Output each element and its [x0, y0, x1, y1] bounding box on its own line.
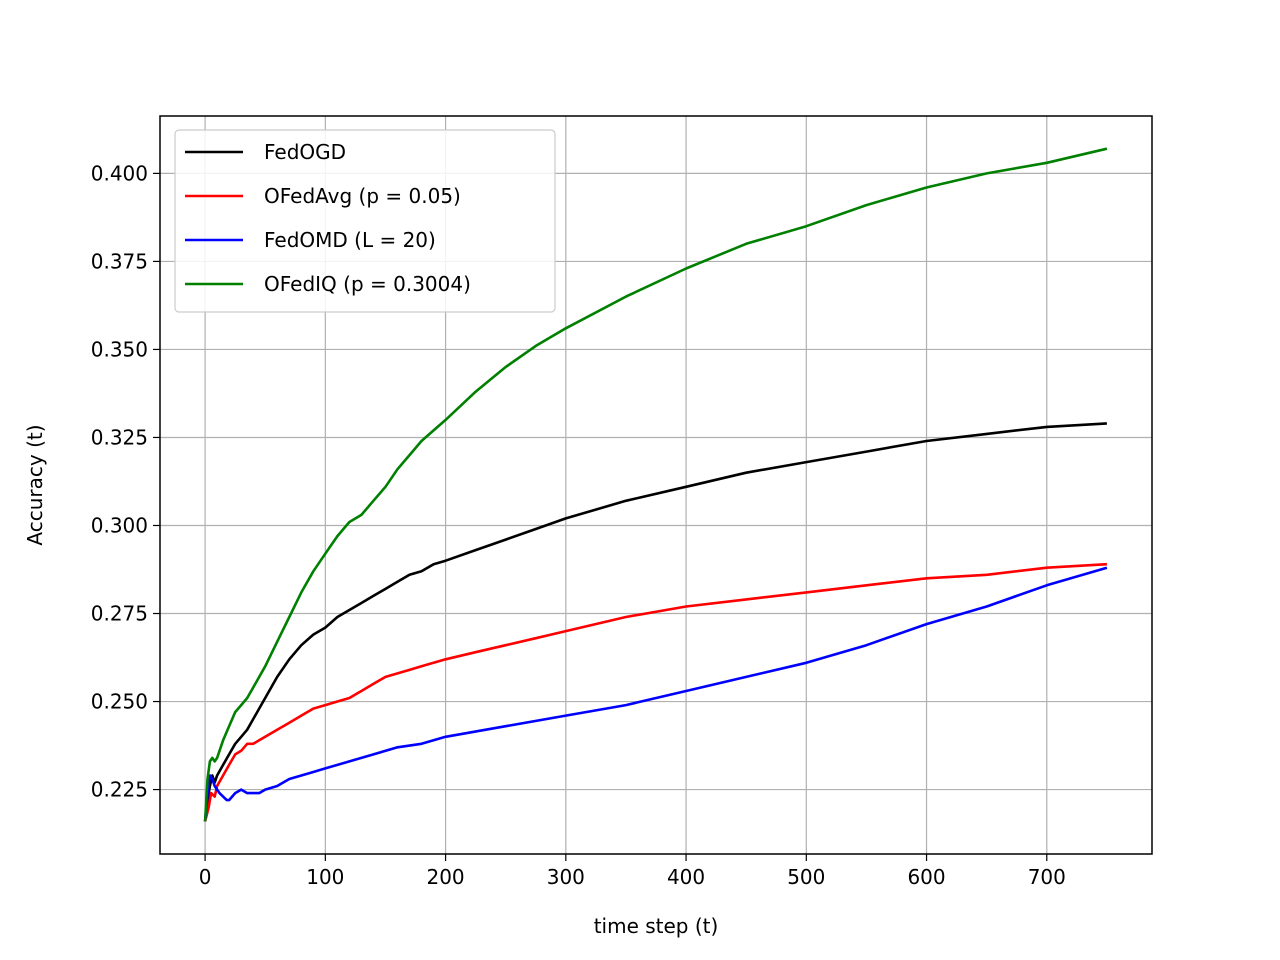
x-tick-label: 700: [1028, 865, 1066, 889]
y-tick-label: 0.325: [91, 425, 148, 449]
y-tick-label: 0.225: [91, 778, 148, 802]
y-tick-label: 0.375: [91, 249, 148, 273]
legend: FedOGD OFedAvg (p = 0.05) FedOMD (L = 20) O…: [174, 129, 556, 313]
series-line: [203, 147, 1108, 822]
x-tick-label: 400: [667, 865, 705, 889]
x-tick-label: 500: [787, 865, 825, 889]
y-tick-label: 0.350: [91, 337, 148, 361]
x-tick-label: 300: [547, 865, 585, 889]
y-tick-label: 0.300: [91, 513, 148, 537]
x-tick-label: 100: [306, 865, 344, 889]
plot-frame: [159, 115, 1153, 855]
x-tick-label: 0: [199, 865, 212, 889]
y-tick-label: 0.250: [91, 690, 148, 714]
legend-label: OFedIQ (p = 0.3004): [264, 272, 471, 296]
y-axis-title: Accuracy (t): [23, 424, 47, 545]
x-tick-label: 200: [426, 865, 464, 889]
y-tick-label: 0.275: [91, 602, 148, 626]
legend-label: FedOMD (L = 20): [264, 228, 436, 252]
legend-box: [174, 129, 556, 313]
series-line: [203, 562, 1107, 822]
x-tick-label: 600: [907, 865, 945, 889]
legend-label: OFedAvg (p = 0.05): [264, 184, 461, 208]
series-line: [203, 566, 1108, 822]
y-axis: 0.225 0.250 0.275 0.300 0.325 0.350 0.375 0.400: [91, 161, 160, 802]
series-lines: [203, 147, 1108, 822]
y-tick-label: 0.400: [91, 161, 148, 185]
x-axis-title: time step (t): [594, 914, 719, 938]
series-line: [203, 422, 1107, 822]
legend-label: FedOGD: [264, 140, 346, 164]
x-axis: 0 100 200 300 400 500 600 700: [199, 854, 1066, 889]
